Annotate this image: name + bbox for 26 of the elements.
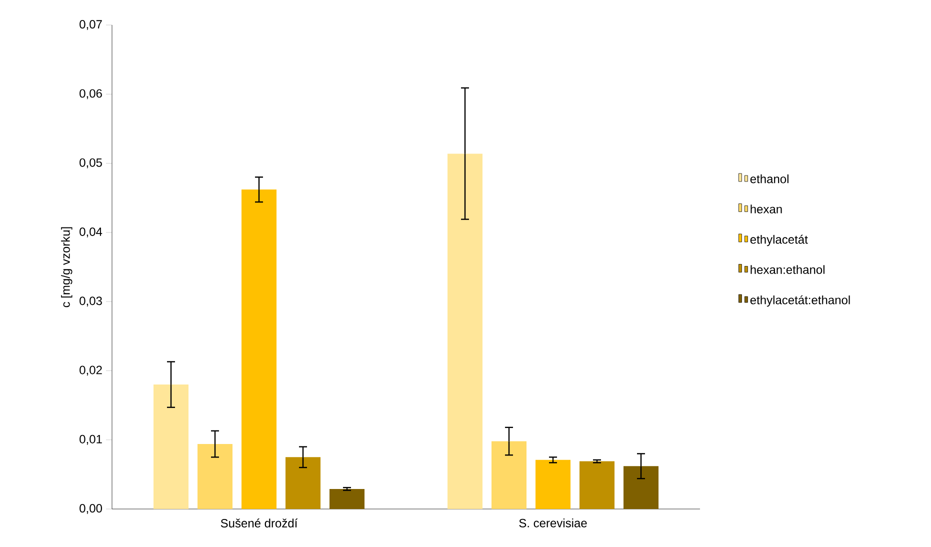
y-axis-title: c [mg/g vzorku] — [61, 227, 72, 308]
bar — [330, 488, 365, 509]
legend-label: ethylacetát:ethanol — [750, 295, 850, 307]
y-tick-label: 0,02 — [80, 366, 102, 376]
legend-label: hexan — [750, 204, 782, 214]
bar — [580, 461, 615, 509]
bar — [242, 190, 277, 509]
legend-label: ethylacetát — [750, 234, 808, 246]
legend-label: ethanol — [750, 174, 788, 184]
bar — [536, 460, 571, 509]
y-tick-label: 0,04 — [80, 227, 102, 238]
bar — [154, 384, 189, 509]
x-tick-label: S. cerevisiae — [519, 518, 587, 528]
y-tick-label: 0,05 — [80, 158, 102, 168]
bar — [198, 444, 233, 509]
y-tick-label: 0,06 — [80, 89, 102, 100]
bar — [624, 466, 659, 509]
x-tick-label: Sušené droždí — [220, 518, 298, 528]
bar — [286, 457, 321, 509]
legend-label: hexan:ethanol — [750, 265, 824, 274]
y-tick-label: 0,07 — [80, 20, 102, 30]
y-tick-label: 0,00 — [80, 504, 102, 514]
y-tick-label: 0,01 — [80, 434, 102, 445]
y-tick-label: 0,03 — [80, 296, 102, 307]
bar — [492, 441, 527, 509]
bar — [448, 154, 483, 509]
